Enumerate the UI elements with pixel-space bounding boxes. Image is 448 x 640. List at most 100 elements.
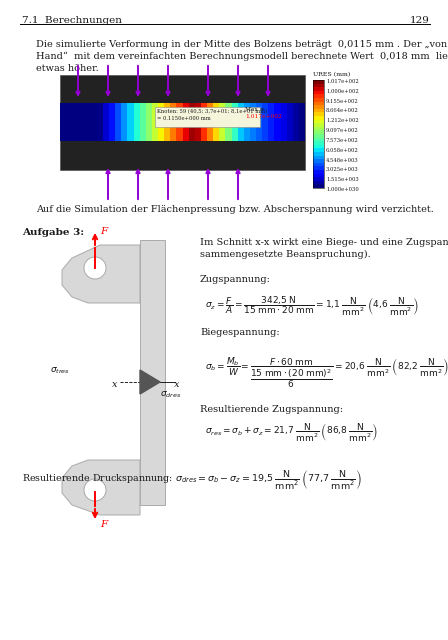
Bar [313, 170, 324, 173]
Bar [313, 141, 324, 145]
Bar [313, 138, 324, 141]
Bar [72, 103, 78, 141]
Bar [313, 105, 324, 109]
Bar [313, 120, 324, 123]
Text: 3.025e+003: 3.025e+003 [326, 168, 359, 172]
Bar [164, 103, 170, 141]
Bar [256, 103, 262, 141]
Text: x: x [112, 380, 117, 389]
Bar [313, 80, 324, 84]
Bar [313, 94, 324, 98]
Text: Biegespannung:: Biegespannung: [200, 328, 280, 337]
Text: 129: 129 [410, 16, 430, 25]
Text: $\sigma_{tres}$: $\sigma_{tres}$ [50, 365, 70, 376]
Text: Aufgabe 3:: Aufgabe 3: [22, 228, 84, 237]
Bar [121, 103, 127, 141]
Text: 9.097e+002: 9.097e+002 [326, 128, 359, 133]
Bar [97, 103, 103, 141]
Text: URES (mm): URES (mm) [313, 72, 350, 77]
Text: 1.515e+003: 1.515e+003 [326, 177, 359, 182]
Text: Auf die Simulation der Flächenpressung bzw. Abscherspannung wird verzichtet.: Auf die Simulation der Flächenpressung b… [36, 205, 434, 214]
Text: 4.548e+003: 4.548e+003 [326, 157, 359, 163]
Bar [182, 103, 189, 141]
Text: 1.017e+002: 1.017e+002 [245, 114, 282, 119]
Bar [287, 103, 293, 141]
Bar [313, 91, 324, 94]
Bar [66, 103, 72, 141]
Bar [115, 103, 121, 141]
Bar [201, 103, 207, 141]
Text: x: x [174, 380, 180, 389]
Text: = 0.1150e+000 mm: = 0.1150e+000 mm [157, 116, 211, 121]
Text: 9.155e+002: 9.155e+002 [326, 99, 359, 104]
Text: Resultierende Zugspannung:: Resultierende Zugspannung: [200, 405, 343, 414]
Bar [237, 103, 244, 141]
Bar [140, 240, 165, 505]
Bar [127, 103, 134, 141]
Text: $\sigma_{res} = \sigma_b + \sigma_z = 21{,}7\;\dfrac{\mathrm{N}}{\mathrm{mm}^2}\: $\sigma_{res} = \sigma_b + \sigma_z = 21… [205, 422, 378, 444]
Text: $\sigma_{dres}$: $\sigma_{dres}$ [160, 390, 181, 401]
Bar [313, 152, 324, 156]
Text: Max =: Max = [245, 107, 265, 112]
Bar [313, 134, 324, 138]
Bar [195, 103, 201, 141]
PathPatch shape [62, 245, 140, 303]
Text: F: F [100, 227, 107, 236]
Bar [250, 103, 256, 141]
Bar [313, 159, 324, 163]
Text: Im Schnitt x-x wirkt eine Biege- und eine Zugspannung (Zu-: Im Schnitt x-x wirkt eine Biege- und ein… [200, 238, 448, 247]
Text: 8.664e+002: 8.664e+002 [326, 108, 359, 113]
Bar [313, 87, 324, 91]
Bar [90, 103, 97, 141]
Bar [313, 184, 324, 188]
Text: 6.058e+002: 6.058e+002 [326, 148, 359, 153]
Text: $\sigma_z = \dfrac{F}{A} = \dfrac{342{,}5\;\mathrm{N}}{15\;\mathrm{mm}\cdot 20\;: $\sigma_z = \dfrac{F}{A} = \dfrac{342{,}… [205, 295, 419, 318]
Bar [313, 173, 324, 177]
Text: Hand“  mit dem vereinfachten Berechnungsmodell berechnete Wert  0,018 mm  liegt: Hand“ mit dem vereinfachten Berechnungsm… [36, 52, 448, 61]
Bar [207, 103, 213, 141]
Bar [313, 127, 324, 131]
Bar [313, 116, 324, 120]
Text: 1.212e+002: 1.212e+002 [326, 118, 359, 124]
Bar [313, 180, 324, 184]
Bar [244, 103, 250, 141]
Bar [60, 75, 305, 170]
Bar [177, 103, 182, 141]
Bar [313, 113, 324, 116]
Polygon shape [140, 370, 160, 394]
Bar [313, 166, 324, 170]
Bar [219, 103, 225, 141]
Text: Zugspannung:: Zugspannung: [200, 275, 271, 284]
Bar [313, 177, 324, 180]
Text: Die simulierte Verformung in der Mitte des Bolzens beträgt  0,0115 mm . Der „von: Die simulierte Verformung in der Mitte d… [36, 40, 447, 49]
Bar [170, 103, 177, 141]
Text: 1.017e+002: 1.017e+002 [326, 79, 359, 84]
Text: 1.000e+030: 1.000e+030 [326, 187, 359, 192]
Bar [213, 103, 219, 141]
Bar [313, 102, 324, 105]
Bar [299, 103, 305, 141]
Text: F: F [100, 520, 107, 529]
Text: etwas höher.: etwas höher. [36, 64, 99, 73]
Bar [313, 98, 324, 102]
Bar [103, 103, 109, 141]
Text: sammengesetzte Beanspruchung).: sammengesetzte Beanspruchung). [200, 250, 371, 259]
Bar [313, 156, 324, 159]
Bar [85, 103, 90, 141]
Bar [60, 103, 66, 141]
Bar [274, 103, 280, 141]
Bar [134, 103, 140, 141]
Bar [262, 103, 268, 141]
Text: 7.1  Berechnungen: 7.1 Berechnungen [22, 16, 122, 25]
Bar [313, 148, 324, 152]
Bar [140, 103, 146, 141]
Bar [313, 163, 324, 166]
Bar [189, 103, 195, 141]
PathPatch shape [62, 460, 140, 515]
Text: Resultierende Druckspannung: $\sigma_{dres} = \sigma_b - \sigma_z = 19{,}5\;\dfr: Resultierende Druckspannung: $\sigma_{dr… [22, 468, 362, 491]
Bar [313, 145, 324, 148]
Text: 7.573e+002: 7.573e+002 [326, 138, 359, 143]
Bar [313, 131, 324, 134]
Bar [155, 107, 260, 127]
Bar [268, 103, 274, 141]
